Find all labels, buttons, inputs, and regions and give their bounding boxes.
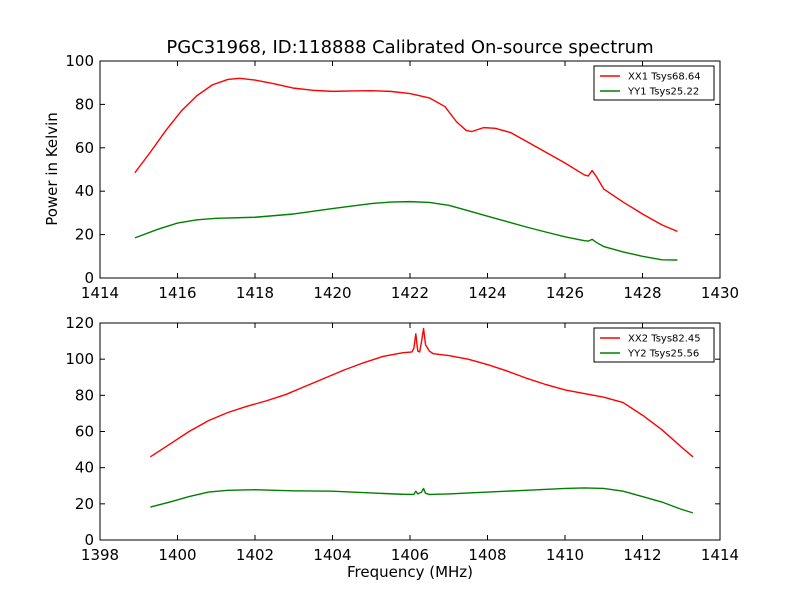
top-y-tick-label: 80 — [75, 95, 94, 113]
bottom-x-axis-label: Frequency (MHz) — [347, 563, 473, 581]
top-y-tick-label: 60 — [75, 139, 94, 157]
bottom-x-tick-label: 1410 — [546, 546, 584, 564]
bottom-plot-area: 1398 1400 1402 1404 1406 1408 1410 1412 1414 0 20 4… — [65, 314, 739, 564]
top-legend-box — [593, 65, 715, 101]
bottom-y-tick-label: 100 — [65, 350, 94, 368]
bottom-y-tick-label: 0 — [84, 531, 94, 549]
top-x-tick-label: 1420 — [313, 284, 351, 302]
bottom-series-line-2 — [150, 487, 694, 514]
top-y-axis-label: Power in Kelvin — [43, 112, 61, 226]
bottom-x-tick-label: 1406 — [391, 546, 429, 564]
bottom-x-tick-label: 1404 — [313, 546, 351, 564]
chart-title: PGC31968, ID:118888 Calibrated On-source… — [166, 37, 653, 58]
bottom-legend-label-1: XX2 Tsys82.45 — [628, 334, 701, 345]
top-x-tick-label: 1428 — [623, 284, 661, 302]
top-y-tick-label: 0 — [84, 269, 94, 287]
bottom-series-line-1 — [149, 327, 694, 458]
bottom-y-tick-label: 40 — [75, 459, 94, 477]
bottom-legend: XX2 Tsys82.45 YY2 Tsys25.56 — [593, 327, 715, 363]
top-series-line-2 — [134, 200, 678, 261]
bottom-x-tick-label: 1402 — [236, 546, 274, 564]
bottom-x-tick-label: 1414 — [701, 546, 739, 564]
top-y-tick-label: 40 — [75, 182, 94, 200]
top-x-tick-label: 1416 — [158, 284, 196, 302]
top-panel: PGC31968, ID:118888 Calibrated On-source… — [43, 37, 739, 302]
top-legend-label-1: XX1 Tsys68.64 — [628, 72, 701, 83]
bottom-y-tick-label: 60 — [75, 423, 94, 441]
bottom-x-tick-label: 1400 — [158, 546, 196, 564]
top-plot-area: 1414 1416 1418 1420 1422 1424 1426 1428 1430 0 20 4… — [65, 52, 739, 302]
top-series-line-1 — [134, 77, 678, 232]
bottom-legend-label-2: YY2 Tsys25.56 — [627, 349, 699, 360]
bottom-y-tick-label: 120 — [65, 314, 94, 332]
top-x-tick-label: 1430 — [701, 284, 739, 302]
bottom-legend-box — [593, 327, 715, 363]
bottom-y-tick-label: 20 — [75, 495, 94, 513]
top-y-tick-label: 20 — [75, 226, 94, 244]
top-x-tick-label: 1422 — [391, 284, 429, 302]
top-legend: XX1 Tsys68.64 YY1 Tsys25.22 — [593, 65, 715, 101]
top-legend-label-2: YY1 Tsys25.22 — [627, 87, 699, 98]
bottom-x-tick-label: 1408 — [468, 546, 506, 564]
top-x-tick-label: 1426 — [546, 284, 584, 302]
bottom-y-tick-label: 80 — [75, 386, 94, 404]
top-x-tick-label: 1418 — [236, 284, 274, 302]
bottom-panel: Frequency (MHz) 1398 1400 1402 1404 1406 1408… — [65, 314, 739, 581]
top-x-tick-label: 1414 — [81, 284, 119, 302]
bottom-x-tick-label: 1398 — [81, 546, 119, 564]
bottom-x-tick-label: 1412 — [623, 546, 661, 564]
top-x-tick-label: 1424 — [468, 284, 506, 302]
top-y-tick-label: 100 — [65, 52, 94, 70]
